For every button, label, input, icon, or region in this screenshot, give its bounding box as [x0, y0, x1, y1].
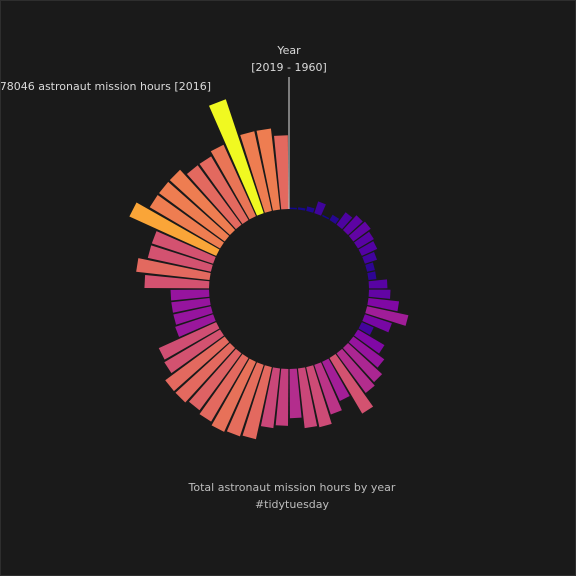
bar-2011	[159, 181, 230, 242]
bar-2000	[158, 322, 220, 360]
bar-2006	[136, 258, 211, 281]
bar-1969	[354, 231, 374, 249]
bar-1967	[342, 215, 363, 236]
bar-2017	[240, 131, 272, 213]
bar-1977	[365, 306, 409, 326]
bar-1995	[199, 354, 249, 422]
bar-1965	[329, 214, 340, 224]
bar-2016	[208, 99, 264, 216]
bar-1997	[175, 342, 236, 403]
bar-1962	[306, 206, 315, 213]
bar-1960	[289, 207, 297, 210]
bar-1972	[365, 262, 375, 272]
bar-2007	[147, 245, 213, 272]
bar-2001	[175, 314, 216, 337]
caption-line-1: Total astronaut mission hours by year	[188, 481, 396, 494]
bar-1999	[164, 329, 224, 374]
bar-1991	[260, 367, 281, 429]
bar-1975	[368, 289, 391, 299]
bar-1990	[275, 368, 289, 426]
bar-1996	[188, 348, 242, 411]
bar-1970	[358, 241, 378, 256]
bar-2008	[151, 231, 216, 264]
bar-2018	[256, 128, 281, 211]
bar-1992	[242, 365, 272, 440]
bar-1966	[336, 212, 353, 230]
bar-2004	[170, 289, 210, 301]
bar-1985	[322, 358, 350, 402]
bar-1971	[362, 251, 378, 264]
bar-2015	[210, 144, 256, 220]
bar-1964	[322, 214, 330, 220]
bar-1984	[329, 354, 374, 414]
bar-1988	[297, 367, 318, 429]
bar-1978	[362, 314, 392, 333]
bar-2002	[173, 306, 213, 325]
bars-layer	[129, 99, 409, 440]
bar-2010	[149, 195, 224, 249]
bar-1987	[306, 365, 332, 428]
bar-1974	[368, 279, 388, 289]
bar-1982	[342, 342, 383, 383]
bar-1980	[354, 329, 385, 354]
axis-label: Year	[276, 44, 301, 57]
bar-1994	[211, 358, 256, 432]
bar-1983	[336, 348, 375, 393]
bar-2005	[144, 274, 210, 289]
bar-1973	[367, 271, 377, 281]
caption-line-2: #tidytuesday	[255, 498, 330, 511]
max-value-annotation: 78046 astronaut mission hours [2016]	[1, 80, 211, 93]
bar-1981	[348, 336, 385, 368]
bar-1998	[165, 336, 230, 392]
bar-1961	[297, 207, 306, 211]
bar-2012	[169, 169, 236, 236]
bar-1993	[226, 362, 264, 437]
bar-2003	[171, 297, 211, 313]
bar-2014	[199, 156, 249, 224]
bar-2019	[274, 135, 289, 210]
bar-1986	[314, 362, 342, 415]
axis-range-label: [2019 - 1960]	[251, 61, 327, 74]
bar-1968	[348, 221, 371, 242]
bar-1976	[367, 297, 400, 312]
bar-2013	[186, 165, 242, 230]
bar-1963	[314, 201, 326, 216]
bar-1989	[289, 368, 302, 419]
bar-1979	[358, 322, 374, 335]
bar-2009	[129, 202, 220, 256]
